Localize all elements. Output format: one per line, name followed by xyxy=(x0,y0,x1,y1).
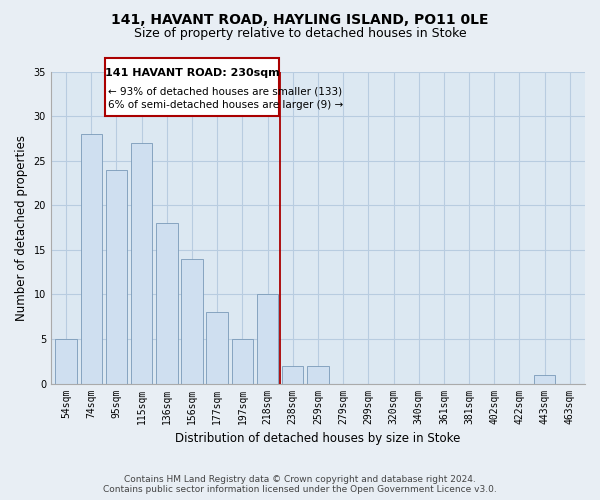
Bar xyxy=(106,170,127,384)
Text: 6% of semi-detached houses are larger (9) →: 6% of semi-detached houses are larger (9… xyxy=(108,100,343,110)
Text: Contains HM Land Registry data © Crown copyright and database right 2024.
Contai: Contains HM Land Registry data © Crown c… xyxy=(103,474,497,494)
Bar xyxy=(257,294,278,384)
Bar xyxy=(206,312,228,384)
Bar xyxy=(181,258,203,384)
Bar xyxy=(307,366,329,384)
Bar xyxy=(534,374,556,384)
Text: ← 93% of detached houses are smaller (133): ← 93% of detached houses are smaller (13… xyxy=(108,86,342,96)
Y-axis label: Number of detached properties: Number of detached properties xyxy=(15,134,28,320)
Bar xyxy=(55,339,77,384)
Bar xyxy=(232,339,253,384)
Bar xyxy=(156,223,178,384)
Text: 141, HAVANT ROAD, HAYLING ISLAND, PO11 0LE: 141, HAVANT ROAD, HAYLING ISLAND, PO11 0… xyxy=(111,12,489,26)
Text: Size of property relative to detached houses in Stoke: Size of property relative to detached ho… xyxy=(134,28,466,40)
Text: 141 HAVANT ROAD: 230sqm: 141 HAVANT ROAD: 230sqm xyxy=(104,68,280,78)
Bar xyxy=(282,366,304,384)
Bar xyxy=(131,143,152,384)
Bar xyxy=(80,134,102,384)
FancyBboxPatch shape xyxy=(105,58,279,116)
X-axis label: Distribution of detached houses by size in Stoke: Distribution of detached houses by size … xyxy=(175,432,461,445)
